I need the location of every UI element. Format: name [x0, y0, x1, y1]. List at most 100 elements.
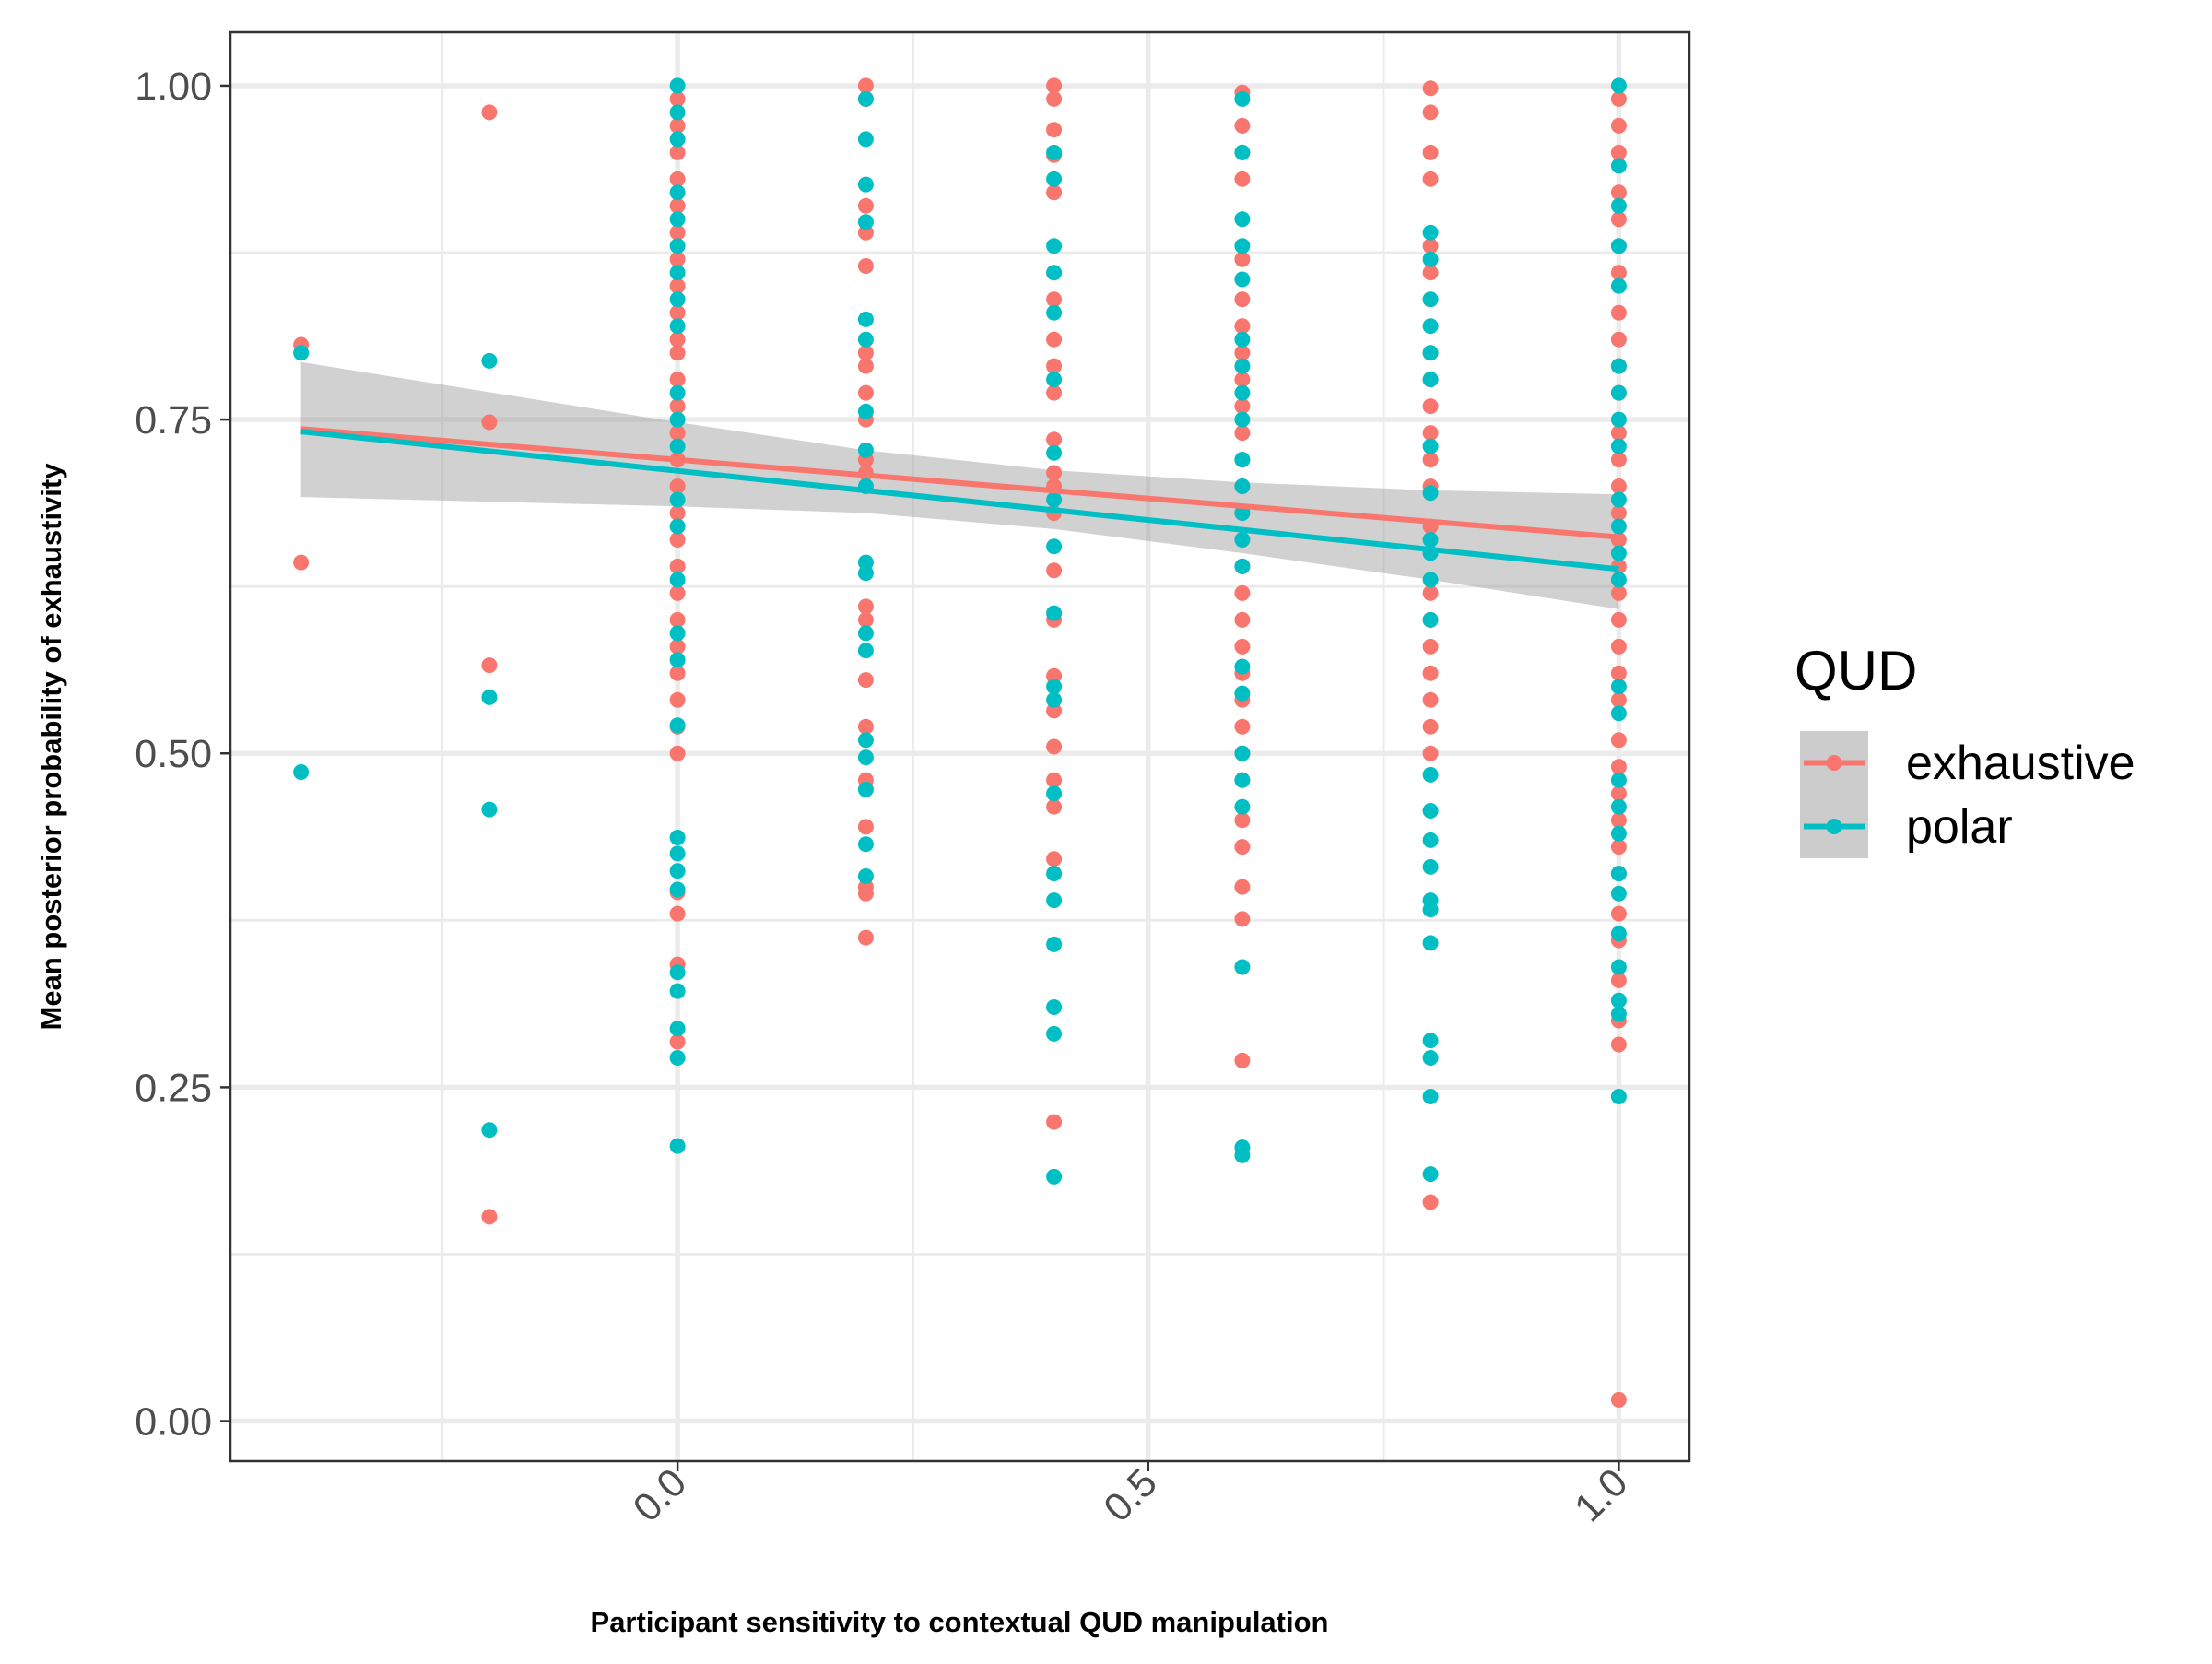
data-point-exhaustive: [669, 532, 686, 548]
data-point-exhaustive: [669, 144, 686, 160]
data-point-exhaustive: [669, 304, 686, 321]
data-point-polar: [1610, 866, 1627, 882]
data-point-polar: [1046, 866, 1063, 882]
y-tick-label: 0.00: [135, 1400, 212, 1445]
legend-title: QUD: [1794, 640, 1917, 702]
data-point-exhaustive: [481, 657, 498, 674]
data-point-exhaustive: [1234, 251, 1251, 267]
data-point-polar: [857, 625, 874, 642]
data-point-exhaustive: [1422, 638, 1439, 655]
data-point-exhaustive: [1422, 745, 1439, 761]
data-point-polar: [857, 311, 874, 327]
legend-label-polar: polar: [1906, 800, 2013, 854]
data-point-exhaustive: [1046, 77, 1063, 94]
data-point-polar: [1422, 251, 1439, 267]
data-point-polar: [1046, 372, 1063, 388]
y-tick-label: 0.25: [135, 1066, 212, 1110]
data-point-exhaustive: [1234, 425, 1251, 442]
data-point-exhaustive: [1046, 384, 1063, 401]
data-point-polar: [669, 491, 686, 508]
data-point-polar: [1234, 358, 1251, 374]
data-point-polar: [1422, 345, 1439, 361]
legend: QUD exhaustive polar: [1794, 640, 2136, 858]
data-point-exhaustive: [669, 224, 686, 241]
data-point-exhaustive: [1234, 1052, 1251, 1068]
y-tick-label: 1.00: [135, 65, 212, 109]
data-point-polar: [1422, 1166, 1439, 1183]
data-point-polar: [669, 1050, 686, 1066]
data-point-polar: [669, 184, 686, 201]
data-point-polar: [1234, 558, 1251, 574]
data-point-polar: [1046, 265, 1063, 281]
data-point-exhaustive: [669, 611, 686, 628]
data-point-exhaustive: [857, 611, 874, 628]
data-point-exhaustive: [857, 718, 874, 735]
data-point-exhaustive: [669, 398, 686, 415]
data-point-polar: [1422, 572, 1439, 588]
data-point-polar: [669, 625, 686, 642]
data-point-exhaustive: [669, 505, 686, 521]
data-point-polar: [857, 868, 874, 884]
data-point-polar: [1610, 77, 1627, 94]
data-point-polar: [669, 1021, 686, 1037]
data-point-exhaustive: [1610, 611, 1627, 628]
data-point-polar: [1046, 999, 1063, 1015]
data-point-polar: [1422, 611, 1439, 628]
data-point-polar: [1610, 926, 1627, 942]
data-point-exhaustive: [1422, 584, 1439, 601]
data-point-exhaustive: [1234, 718, 1251, 735]
data-point-polar: [669, 1138, 686, 1154]
data-point-polar: [1046, 238, 1063, 254]
data-point-exhaustive: [857, 598, 874, 615]
data-point-polar: [1046, 491, 1063, 508]
data-point-exhaustive: [1234, 839, 1251, 856]
data-point-polar: [1234, 798, 1251, 815]
data-point-polar: [1422, 291, 1439, 308]
data-point-exhaustive: [1610, 905, 1627, 922]
data-point-polar: [1422, 438, 1439, 454]
data-point-polar: [1234, 658, 1251, 675]
data-point-polar: [1610, 959, 1627, 975]
data-point-exhaustive: [1422, 104, 1439, 121]
data-point-exhaustive: [1046, 562, 1063, 579]
data-point-exhaustive: [1234, 638, 1251, 655]
data-point-exhaustive: [1610, 973, 1627, 988]
data-point-polar: [1610, 772, 1627, 788]
data-point-polar: [669, 652, 686, 668]
data-point-exhaustive: [669, 425, 686, 442]
data-point-exhaustive: [857, 819, 874, 835]
data-point-exhaustive: [1610, 425, 1627, 442]
legend-label-exhaustive: exhaustive: [1906, 737, 2136, 790]
data-point-exhaustive: [1610, 144, 1627, 160]
data-point-polar: [1046, 605, 1063, 621]
x-tick-label: 0.5: [1096, 1460, 1166, 1530]
data-point-exhaustive: [1422, 691, 1439, 708]
data-point-exhaustive: [669, 691, 686, 708]
data-point-polar: [857, 442, 874, 458]
data-point-polar: [1234, 90, 1251, 107]
data-point-polar: [1234, 144, 1251, 160]
data-point-exhaustive: [1046, 1114, 1063, 1130]
data-point-exhaustive: [1422, 80, 1439, 97]
data-point-exhaustive: [1046, 331, 1063, 348]
data-point-polar: [669, 845, 686, 862]
data-point-polar: [1046, 1168, 1063, 1185]
data-point-polar: [1422, 832, 1439, 848]
data-point-exhaustive: [1422, 171, 1439, 187]
x-tick-label: 1.0: [1566, 1460, 1636, 1530]
data-point-polar: [1046, 304, 1063, 321]
data-point-polar: [1422, 224, 1439, 241]
data-point-polar: [1610, 1006, 1627, 1022]
data-point-exhaustive: [1422, 238, 1439, 254]
data-point-polar: [1610, 197, 1627, 214]
data-point-polar: [1234, 772, 1251, 788]
data-point-polar: [669, 411, 686, 428]
data-point-polar: [857, 836, 874, 853]
data-point-exhaustive: [1610, 1391, 1627, 1408]
data-point-polar: [1610, 518, 1627, 535]
data-point-polar: [1234, 959, 1251, 975]
data-point-exhaustive: [1234, 911, 1251, 927]
data-point-polar: [1610, 158, 1627, 174]
data-point-exhaustive: [1046, 358, 1063, 374]
